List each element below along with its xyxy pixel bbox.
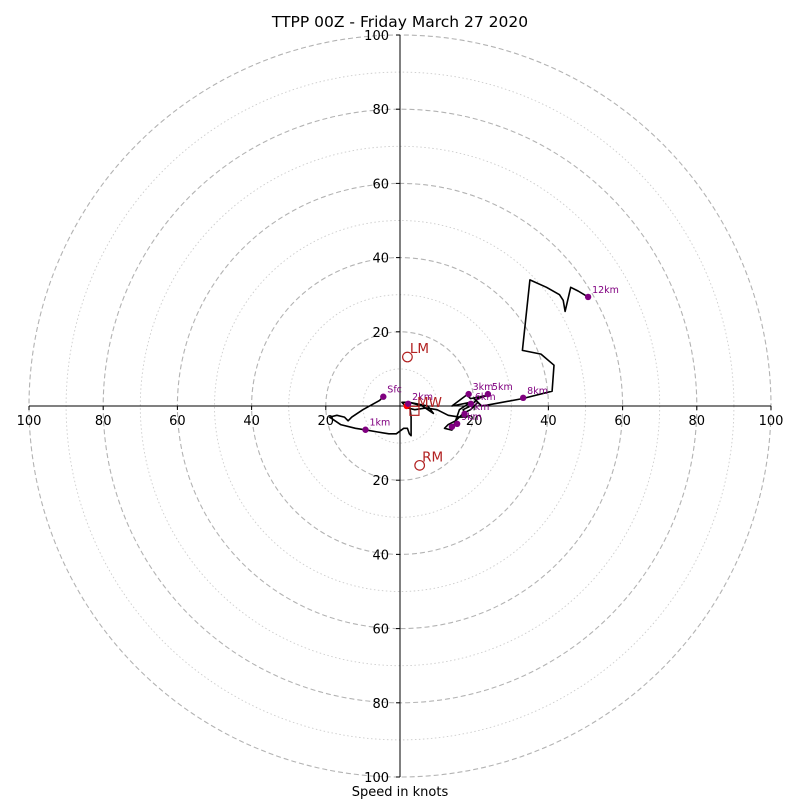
x-tick-label: 100 — [759, 414, 784, 429]
height-label: 9km — [461, 412, 482, 423]
y-tick-label: 20 — [372, 326, 389, 341]
storm-motion-label: RM — [422, 449, 443, 465]
y-tick-label: 60 — [372, 623, 389, 638]
storm-motion-marker — [414, 459, 426, 471]
height-point — [380, 393, 387, 400]
y-tick-label: 40 — [372, 252, 389, 267]
y-tick-label: 20 — [372, 474, 389, 489]
x-tick-label: 80 — [689, 414, 706, 429]
height-label: 7km — [469, 402, 490, 413]
height-label: Sfc — [387, 385, 402, 396]
y-tick-label: 60 — [372, 177, 389, 192]
height-point — [453, 420, 461, 428]
hodograph-trace — [328, 279, 588, 437]
mean-wind-marker — [409, 405, 420, 416]
y-tick-label: 100 — [364, 771, 389, 786]
x-tick-label: 40 — [243, 414, 260, 429]
storm-motion-label: MW — [417, 395, 442, 411]
height-label: 3km — [473, 382, 494, 393]
x-tick-label: 100 — [17, 414, 42, 429]
axes — [29, 35, 771, 777]
y-tick-label: 40 — [372, 548, 389, 563]
tick-labels: 1001008080606040402020202040406060808010… — [17, 29, 784, 786]
height-point — [484, 390, 492, 398]
x-tick-label: 40 — [540, 414, 557, 429]
x-tick-label: 80 — [95, 414, 112, 429]
height-label: 6km — [475, 392, 496, 403]
y-tick-label: 80 — [372, 697, 389, 712]
x-tick-label: 60 — [169, 414, 186, 429]
storm-motion-label: LM — [410, 341, 429, 357]
height-label: 12km — [592, 285, 619, 296]
height-label: 2km — [412, 392, 433, 403]
y-tick-label: 100 — [364, 29, 389, 44]
x-tick-label: 60 — [614, 414, 631, 429]
height-point — [448, 423, 456, 430]
height-point — [461, 410, 468, 417]
hodograph-line — [328, 279, 588, 437]
height-label: 8km — [527, 386, 548, 397]
x-tick-label: 20 — [466, 414, 483, 429]
height-point — [404, 400, 412, 407]
height-label: 5km — [492, 382, 513, 393]
height-point — [584, 293, 592, 301]
y-tick-label: 80 — [372, 103, 389, 118]
storm-motion-markers: LM RM MW — [402, 341, 443, 471]
height-point — [519, 394, 527, 402]
chart-title: TTPP 00Z - Friday March 27 2020 — [271, 13, 528, 31]
height-point — [362, 426, 369, 433]
height-point — [467, 400, 475, 407]
height-label: 1km — [369, 418, 390, 429]
x-axis-label: Speed in knots — [352, 785, 449, 800]
height-point — [465, 390, 472, 398]
storm-motion-marker — [402, 351, 413, 363]
